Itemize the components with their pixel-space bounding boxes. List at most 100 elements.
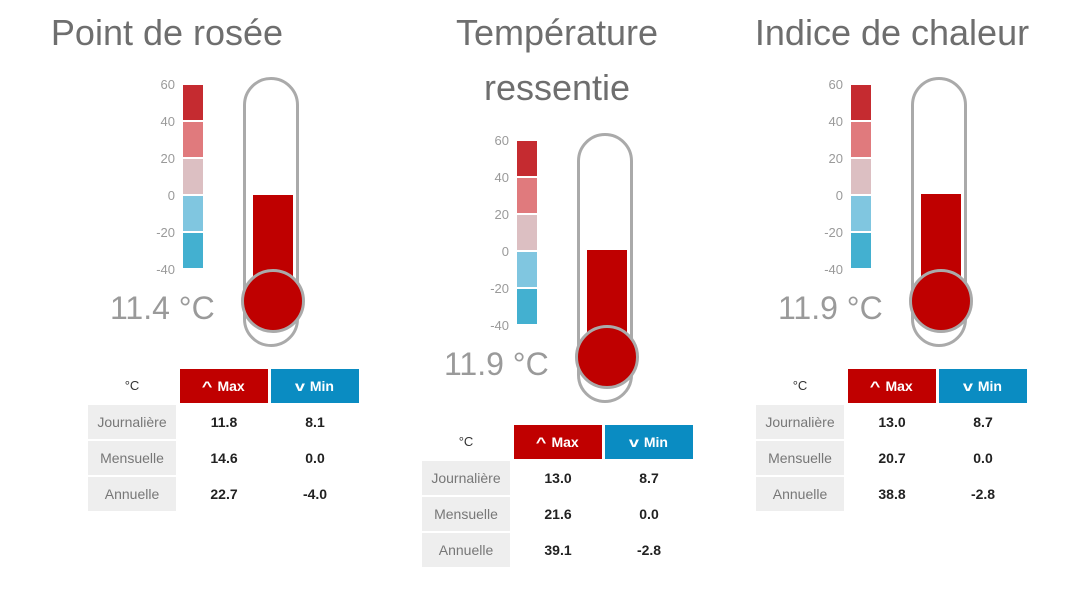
chevron-down-icon: v: [962, 378, 974, 394]
table-row: Journalière 13.0 8.7: [756, 405, 1036, 439]
table-row: Mensuelle 20.7 0.0: [756, 441, 1036, 475]
min-value: 8.7: [973, 414, 993, 430]
max-value: 20.7: [878, 450, 906, 466]
table-row: Journalière 13.0 8.7: [422, 461, 702, 495]
scale-band: [183, 196, 203, 231]
scale-label: -20: [824, 225, 843, 240]
scale-label: -40: [824, 262, 843, 277]
panel-title: Température: [455, 12, 659, 53]
scale-label: 40: [494, 170, 509, 185]
temperature-scale: 60 40 20 0 -20 -40: [815, 78, 875, 278]
current-reading: 11.4 °C: [110, 290, 215, 326]
min-value: -2.8: [970, 486, 996, 502]
max-value: 22.7: [210, 486, 238, 502]
row-label: Annuelle: [88, 477, 176, 511]
panel-title-line2: ressentie: [483, 67, 631, 108]
table-row: Annuelle 38.8 -2.8: [756, 477, 1036, 511]
row-label: Mensuelle: [422, 497, 510, 531]
scale-band: [183, 85, 203, 120]
min-header: v Min: [605, 425, 693, 459]
min-value: 0.0: [639, 506, 659, 522]
chevron-down-icon: v: [294, 378, 306, 394]
max-value: 13.0: [878, 414, 906, 430]
table-row: Annuelle 39.1 -2.8: [422, 533, 702, 567]
min-header: v Min: [939, 369, 1027, 403]
scale-band: [851, 196, 871, 231]
scale-label: -40: [490, 318, 509, 333]
panel-heat-index: Indice de chaleur 60 40 20 0 -20 -40 11.…: [722, 0, 1062, 595]
min-value: -2.8: [636, 542, 662, 558]
scale-label: -20: [156, 225, 175, 240]
scale-band: [517, 141, 537, 176]
table-row: Annuelle 22.7 -4.0: [88, 477, 368, 511]
min-value: 0.0: [305, 450, 325, 466]
row-label: Annuelle: [756, 477, 844, 511]
unit-label: °C: [458, 434, 474, 449]
thermometer: [909, 77, 991, 347]
max-header: ^ Max: [848, 369, 936, 403]
row-label: Journalière: [88, 405, 176, 439]
scale-label: 20: [160, 151, 175, 166]
chevron-down-icon: v: [628, 434, 640, 450]
thermometer-bulb: [241, 269, 305, 333]
row-label: Annuelle: [422, 533, 510, 567]
row-label: Mensuelle: [756, 441, 844, 475]
min-value: 0.0: [973, 450, 993, 466]
scale-band: [183, 159, 203, 194]
table-row: Mensuelle 14.6 0.0: [88, 441, 368, 475]
min-value: -4.0: [302, 486, 328, 502]
scale-label: 60: [160, 77, 175, 92]
panel-feels-like: Température ressentie 60 40 20 0 -20 -40…: [387, 0, 727, 595]
thermometer-bulb: [909, 269, 973, 333]
scale-band: [183, 122, 203, 157]
scale-label: -40: [156, 262, 175, 277]
unit-label: °C: [792, 378, 808, 393]
scale-band: [851, 122, 871, 157]
max-value: 39.1: [544, 542, 572, 558]
panel-dew-point: Point de rosée 60 40 20 0 -20 -40 11.4 °…: [0, 0, 359, 595]
min-value: 8.7: [639, 470, 659, 486]
current-reading: 11.9 °C: [778, 290, 883, 326]
unit-label: °C: [124, 378, 140, 393]
scale-label: 40: [828, 114, 843, 129]
table-row: Mensuelle 21.6 0.0: [422, 497, 702, 531]
chevron-up-icon: ^: [536, 434, 547, 450]
thermometer-bulb: [575, 325, 639, 389]
max-value: 11.8: [210, 414, 238, 430]
scale-band: [851, 233, 871, 268]
max-value: 14.6: [210, 450, 238, 466]
scale-label: -20: [490, 281, 509, 296]
scale-label: 20: [828, 151, 843, 166]
scale-band: [517, 252, 537, 287]
max-header: ^ Max: [180, 369, 268, 403]
temperature-scale: 60 40 20 0 -20 -40: [481, 134, 541, 334]
scale-band: [517, 289, 537, 324]
max-header: ^ Max: [514, 425, 602, 459]
chevron-up-icon: ^: [870, 378, 881, 394]
current-reading: 11.9 °C: [444, 346, 549, 382]
temperature-scale: 60 40 20 0 -20 -40: [147, 78, 207, 278]
scale-label: 0: [501, 244, 509, 259]
max-value: 38.8: [878, 486, 906, 502]
table-row: Journalière 11.8 8.1: [88, 405, 368, 439]
panel-title: Point de rosée: [50, 12, 284, 53]
scale-label: 60: [828, 77, 843, 92]
min-header: v Min: [271, 369, 359, 403]
chevron-up-icon: ^: [202, 378, 213, 394]
scale-label: 0: [835, 188, 843, 203]
thermometer: [575, 133, 657, 403]
scale-label: 60: [494, 133, 509, 148]
panel-title: Indice de chaleur: [754, 12, 1030, 53]
scale-band: [517, 178, 537, 213]
row-label: Mensuelle: [88, 441, 176, 475]
scale-band: [517, 215, 537, 250]
max-value: 13.0: [544, 470, 572, 486]
max-value: 21.6: [544, 506, 572, 522]
scale-band: [183, 233, 203, 268]
scale-label: 40: [160, 114, 175, 129]
scale-band: [851, 159, 871, 194]
scale-label: 20: [494, 207, 509, 222]
min-value: 8.1: [305, 414, 325, 430]
scale-label: 0: [167, 188, 175, 203]
row-label: Journalière: [422, 461, 510, 495]
